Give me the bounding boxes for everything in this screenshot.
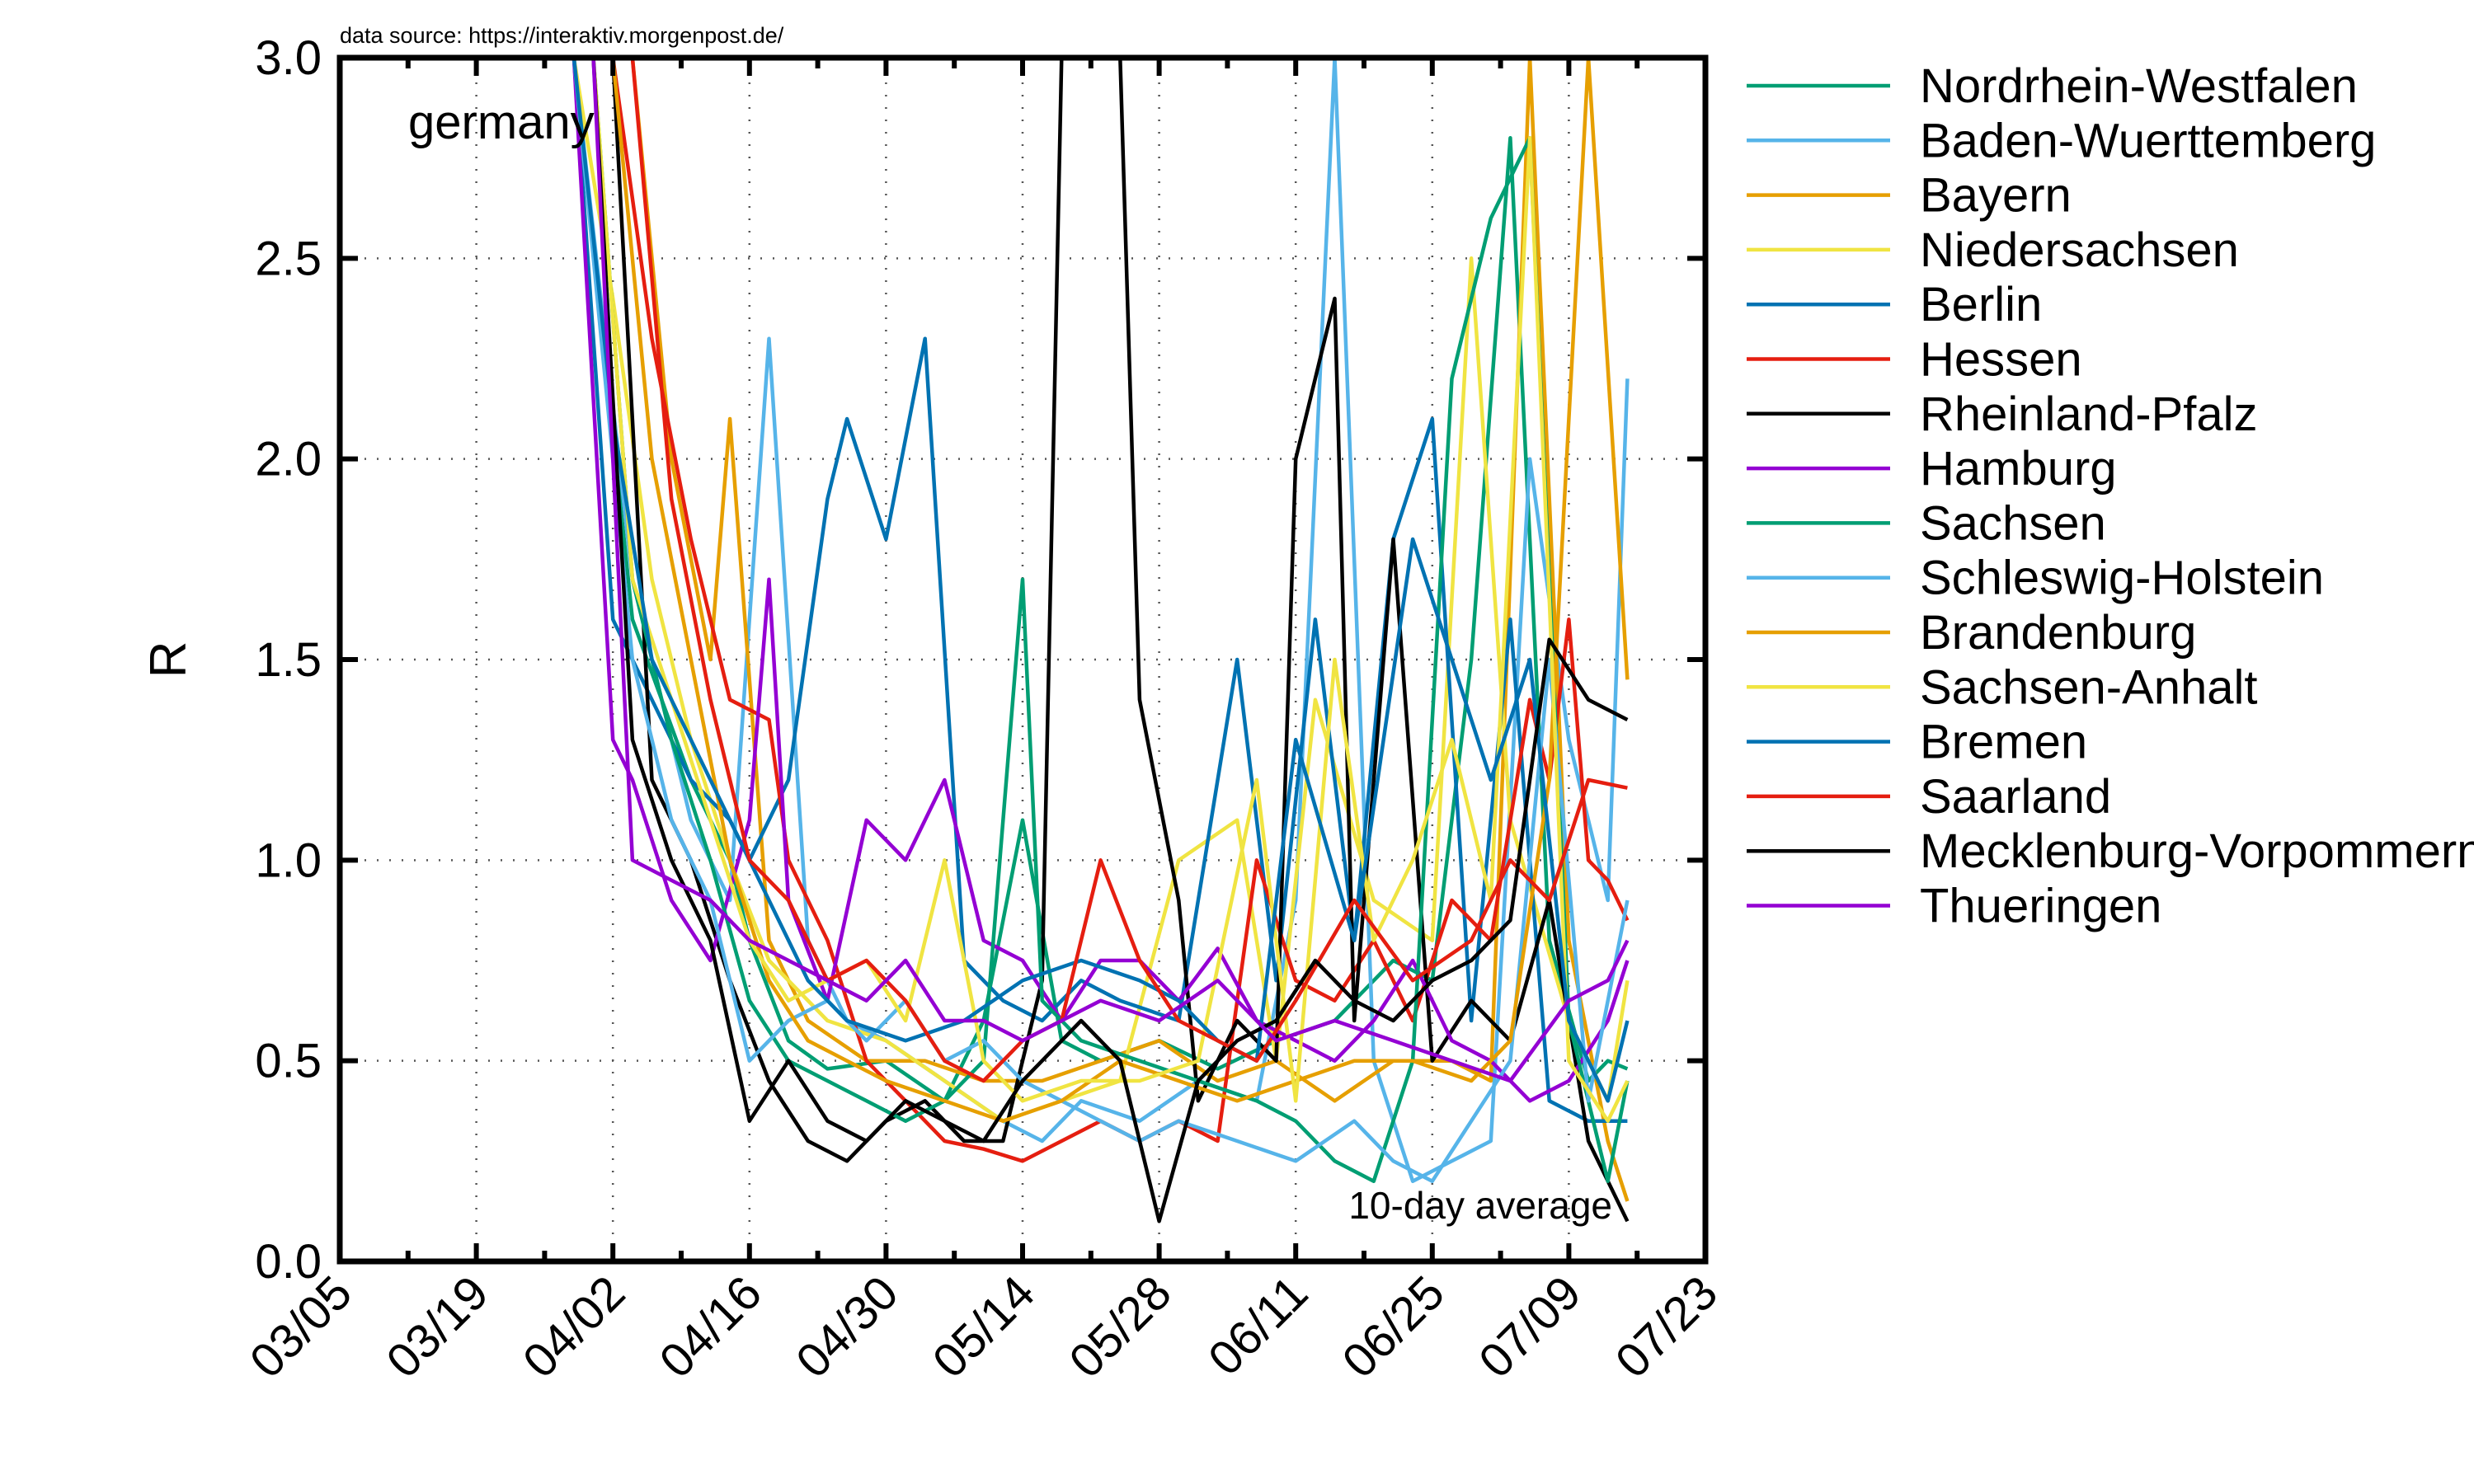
axis-ticks [337,55,1708,1264]
series-line [571,58,1629,1103]
legend-entry: Nordrhein-Westfalen [1920,59,2358,113]
x-tick-label: 04/30 [786,1266,909,1388]
legend-entry: Bremen [1920,716,2087,769]
series-line [591,58,1629,1223]
legend-entry: Saarland [1920,770,2111,824]
legend: Nordrhein-WestfalenBaden-WuerttembergBay… [1747,59,2474,933]
legend-entry: Mecklenburg-Vorpommern [1920,824,2474,878]
y-tick-label: 3.0 [255,31,322,85]
y-tick-label: 0.5 [255,1035,322,1088]
x-tick-label: 07/09 [1469,1266,1592,1388]
series-line [571,58,1630,1103]
series-line [571,58,1630,1183]
x-tick-label: 05/14 [923,1266,1046,1388]
x-tick-label: 07/23 [1606,1266,1729,1388]
x-tick-label: 04/16 [649,1266,772,1388]
legend-entry: Brandenburg [1920,606,2196,660]
y-tick-label: 0.0 [255,1235,322,1289]
y-tick-label: 2.0 [255,433,322,486]
series-line [591,58,1630,1083]
series-line [571,58,1630,1103]
legend-entry: Baden-Wuerttemberg [1920,114,2376,167]
y-tick-label: 1.5 [255,633,322,687]
legend-entry: Berlin [1920,278,2042,331]
x-tick-label: 06/25 [1332,1266,1455,1388]
region-annotation: germany [408,96,595,149]
x-tick-label: 06/11 [1198,1266,1319,1386]
series-lines [571,58,1630,1223]
source-note: data source: https://interaktiv.morgenpo… [340,23,784,48]
y-tick-label: 1.0 [255,834,322,887]
x-tick-label: 04/02 [513,1266,636,1388]
y-axis-label: R [140,641,197,679]
legend-entry: Hamburg [1920,442,2117,495]
series-line [610,58,1630,1223]
smoothing-annotation: 10-day average [1348,1184,1612,1227]
x-tick-label: 03/19 [376,1266,499,1388]
legend-entry: Niedersachsen [1920,223,2239,277]
legend-entry: Schleswig-Holstein [1920,552,2324,605]
series-line [630,58,1628,1083]
legend-entry: Thueringen [1920,880,2161,933]
series-line [591,58,1630,1123]
legend-entry: Hessen [1920,333,2082,387]
legend-entry: Sachsen-Anhalt [1920,660,2257,714]
legend-entry: Rheinland-Pfalz [1920,387,2257,441]
y-tick-label: 2.5 [255,232,322,285]
legend-entry: Sachsen [1920,496,2106,550]
x-tick-label: 05/28 [1059,1266,1182,1388]
series-line [571,58,1630,1183]
legend-entry: Bayern [1920,169,2072,223]
series-line [573,58,1630,1202]
series-line [591,58,1630,1183]
